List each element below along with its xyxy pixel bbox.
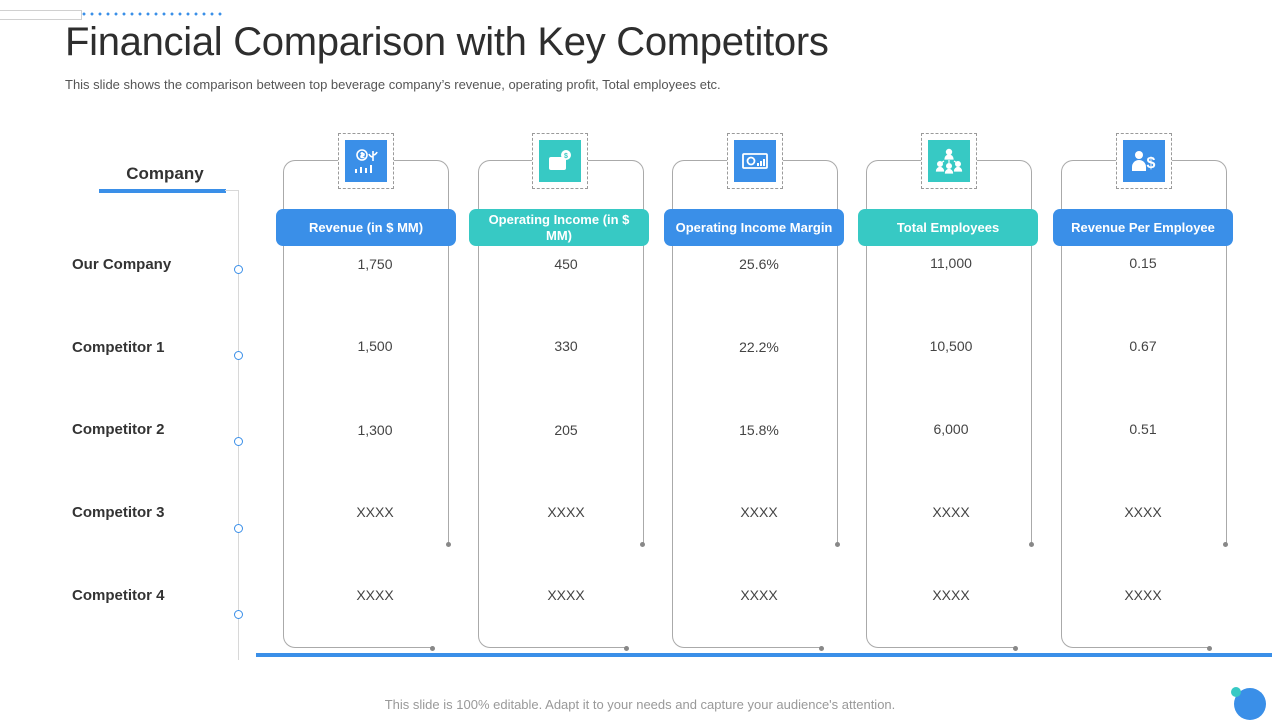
- timeline-dot: [234, 437, 243, 446]
- column-icon-frame: [338, 133, 394, 189]
- column-end-dot: [835, 542, 840, 547]
- column-outline: [866, 240, 1016, 648]
- column-end-dot: [430, 646, 435, 651]
- timeline-connector: [225, 190, 239, 191]
- table-cell: 6,000: [933, 421, 969, 437]
- column-end-dot: [1013, 646, 1018, 651]
- table-cell: XXXX: [356, 504, 394, 520]
- timeline-line: [238, 190, 239, 660]
- row-label-competitor-1: Competitor 1: [72, 339, 165, 356]
- table-cell: XXXX: [740, 587, 778, 603]
- column-outline: [283, 240, 433, 648]
- table-cell: XXXX: [740, 504, 778, 520]
- table-cell: 0.67: [1129, 338, 1157, 354]
- money-growth-icon: [345, 140, 387, 182]
- timeline-dot: [234, 610, 243, 619]
- column-header-revenue: Revenue (in $ MM): [276, 209, 456, 246]
- timeline-dot: [234, 524, 243, 533]
- cash-chart-icon: [734, 140, 776, 182]
- column-end-dot: [819, 646, 824, 651]
- table-cell: XXXX: [932, 587, 970, 603]
- column-header-revenue-per-employee: Revenue Per Employee: [1053, 209, 1233, 246]
- table-cell: 0.51: [1129, 421, 1157, 437]
- column-end-dot: [1223, 542, 1228, 547]
- corner-frame: [0, 10, 82, 20]
- table-cell: 11,000: [930, 255, 972, 271]
- table-cell: XXXX: [1124, 504, 1162, 520]
- team-network-icon: [928, 140, 970, 182]
- corner-dot-decoration: [1231, 687, 1241, 697]
- table-cell: 450: [554, 256, 578, 272]
- column-icon-frame: $: [532, 133, 588, 189]
- column-icon-frame: [921, 133, 977, 189]
- table-cell: XXXX: [932, 504, 970, 520]
- column-end-dot: [640, 542, 645, 547]
- row-header-underline: [99, 189, 226, 193]
- column-end-dot: [624, 646, 629, 651]
- column-end-dot: [1029, 542, 1034, 547]
- row-label-our-company: Our Company: [72, 256, 172, 273]
- table-cell: 15.8%: [739, 422, 779, 438]
- bottom-accent-line: [256, 653, 1272, 657]
- row-label-competitor-2: Competitor 2: [72, 421, 165, 438]
- column-end-dot: [446, 542, 451, 547]
- table-cell: 0.15: [1129, 255, 1157, 271]
- wallet-dollar-icon: $: [539, 140, 581, 182]
- column-outline: [1061, 240, 1211, 648]
- svg-text:$: $: [564, 153, 568, 160]
- row-header-label: Company: [126, 164, 204, 183]
- timeline-dot: [234, 351, 243, 360]
- column-header-operating-income-margin: Operating Income Margin: [664, 209, 844, 246]
- svg-text:$: $: [1147, 155, 1156, 172]
- column-outline: [478, 240, 628, 648]
- table-cell: XXXX: [1124, 587, 1162, 603]
- table-cell: 330: [554, 338, 578, 354]
- row-label-competitor-3: Competitor 3: [72, 504, 165, 521]
- column-icon-frame: $: [1116, 133, 1172, 189]
- table-cell: 10,500: [929, 338, 973, 354]
- slide-subtitle: This slide shows the comparison between …: [65, 77, 721, 92]
- table-cell: 22.2%: [739, 339, 779, 355]
- row-label-competitor-4: Competitor 4: [72, 587, 165, 604]
- table-cell: 25.6%: [739, 256, 779, 272]
- column-end-dot: [1207, 646, 1212, 651]
- column-icon-frame: [727, 133, 783, 189]
- column-header-operating-income: Operating Income (in $ MM): [469, 209, 649, 246]
- table-cell: 205: [554, 422, 578, 438]
- table-cell: 1,500: [357, 338, 393, 354]
- slide-footer: This slide is 100% editable. Adapt it to…: [384, 697, 896, 712]
- dotted-decoration: [80, 12, 222, 16]
- table-cell: XXXX: [356, 587, 394, 603]
- table-cell: 1,300: [357, 422, 393, 438]
- column-outline: [672, 240, 822, 648]
- slide-title: Financial Comparison with Key Competitor…: [65, 20, 829, 64]
- table-cell: XXXX: [547, 587, 585, 603]
- table-cell: XXXX: [547, 504, 585, 520]
- timeline-dot: [234, 265, 243, 274]
- column-header-total-employees: Total Employees: [858, 209, 1038, 246]
- table-cell: 1,750: [357, 256, 393, 272]
- person-dollar-icon: $: [1123, 140, 1165, 182]
